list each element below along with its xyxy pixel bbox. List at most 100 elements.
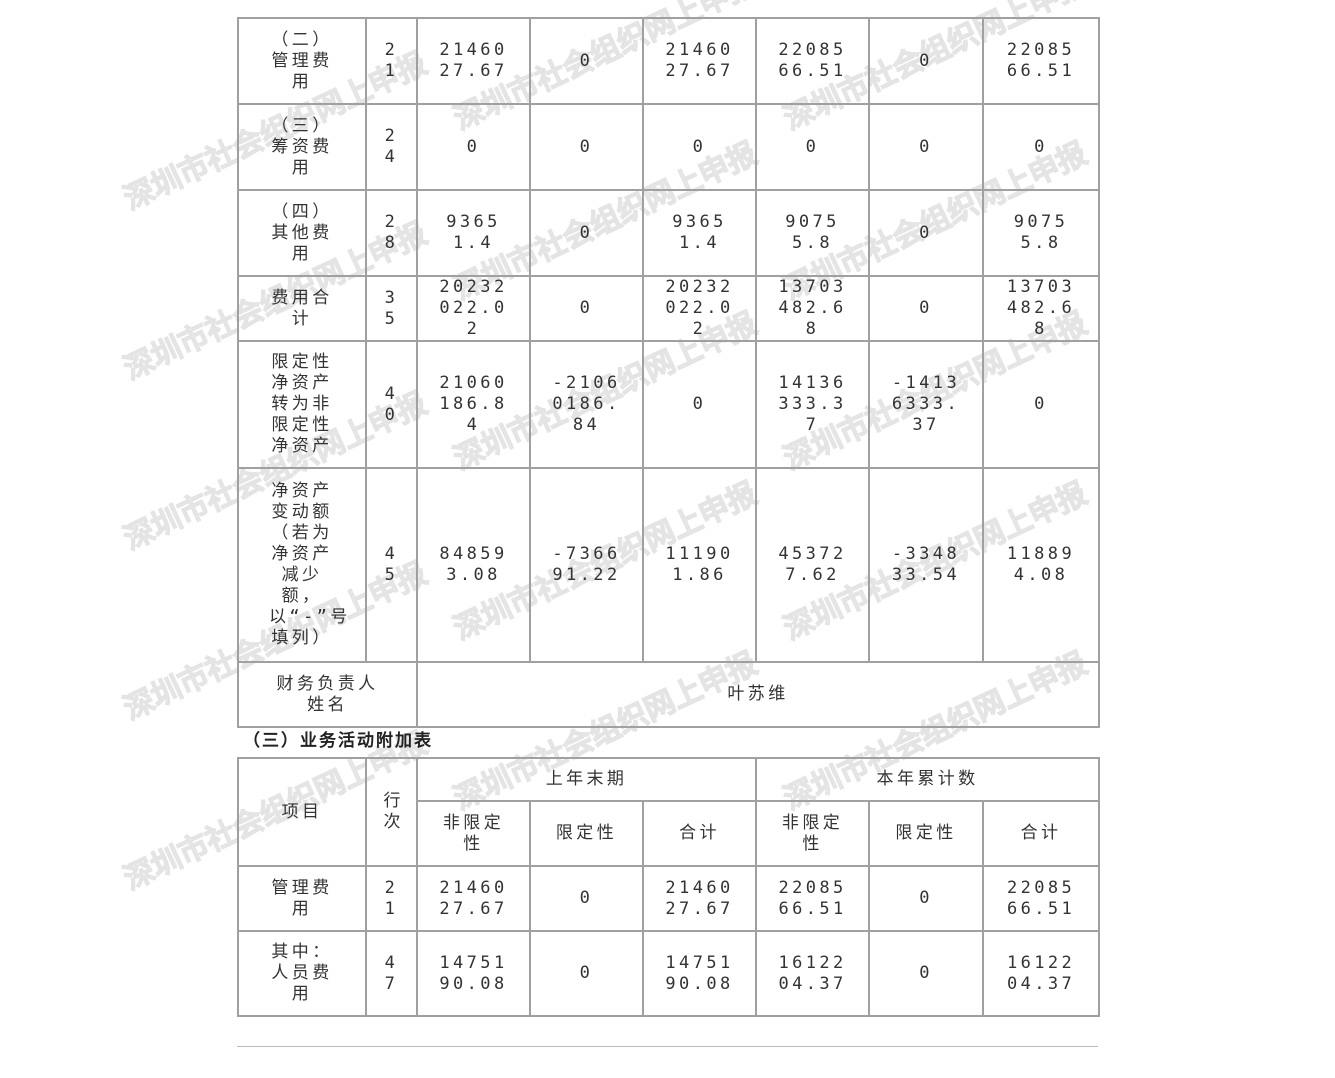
row-value: 0 (529, 17, 644, 105)
row-value-text: 90755.8 (1013, 212, 1069, 253)
row-value-text: 93651.4 (672, 212, 727, 253)
subheader-row: 非限定性 限定性 合计 非限定性 限定性 合计 (238, 800, 1101, 867)
row-value: 90755.8 (755, 189, 870, 277)
table-row: （三）筹资费用 24 0 0 0 0 0 0 (237, 103, 1100, 191)
row-line-number-text: 21 (384, 877, 399, 919)
header-item: 项目 (237, 757, 367, 867)
row-value-text: 111901.86 (665, 544, 734, 585)
row-line-number-text: 45 (384, 544, 399, 585)
subheader-cell-text: 限定性 (555, 823, 618, 843)
header-curr-period: 本年累计数 (755, 757, 1101, 802)
row-value-text: -21060186.84 (552, 373, 621, 435)
row-value-text: 2146027.67 (665, 40, 734, 81)
row-value: 2208566.51 (755, 865, 871, 932)
row-value-text: 21060186.84 (439, 373, 508, 435)
row-line-number: 28 (365, 189, 418, 277)
row-value-text: -14136333.37 (891, 373, 961, 435)
row-value-text: 0 (579, 136, 594, 157)
row-value-text: 2208566.51 (1006, 877, 1076, 919)
row-value-text: 93651.4 (446, 212, 501, 253)
row-value: 0 (529, 930, 644, 1017)
subheader-cell-text: 合计 (679, 823, 720, 843)
row-value-text: -334833.54 (891, 544, 961, 585)
subheader-cell-text: 非限定性 (442, 812, 505, 854)
row-value: 0 (868, 189, 984, 277)
row-value: 0 (642, 340, 757, 469)
row-item: 管理费用 (237, 865, 367, 932)
row-line-number-text: 47 (384, 952, 399, 994)
row-value-text: 0 (579, 222, 594, 243)
header-row: 项目 行次 上年末期 本年累计数 (237, 757, 1101, 867)
row-value: 2146027.67 (641, 865, 758, 932)
row-line-number: 45 (365, 467, 418, 663)
row-item-text: （三）筹资费用 (271, 115, 333, 178)
row-item-text: 其中：人员费用 (271, 942, 333, 1004)
row-value-text: 20232022.02 (665, 277, 734, 339)
row-item-text: （四）其他费用 (271, 201, 333, 264)
row-value: 0 (529, 275, 644, 342)
row-line-number: 47 (365, 930, 418, 1017)
row-value: -21060186.84 (529, 340, 644, 469)
row-line-number: 24 (365, 103, 418, 191)
row-item: （四）其他费用 (237, 189, 367, 277)
row-value-text: 2208566.51 (778, 40, 847, 81)
row-value-text: 0 (579, 963, 594, 983)
table-row: 管理费用 21 2146027.67 0 2146027.67 2208566.51 0 22… (237, 865, 1101, 932)
row-value: 1475190.08 (641, 930, 758, 1017)
divider (237, 1046, 1098, 1047)
row-line-number: 40 (365, 340, 418, 469)
finance-head-name-text: 叶苏维 (727, 684, 789, 704)
row-value: 93651.4 (416, 189, 531, 277)
row-value: 0 (529, 189, 644, 277)
row-value-text: 0 (919, 963, 933, 983)
row-value-text: -736691.22 (552, 544, 621, 585)
row-item: 其中：人员费用 (237, 930, 367, 1017)
row-value-text: 2208566.51 (1006, 40, 1076, 81)
income-expense-table: （二）管理费用 21 2146027.67 0 2146027.67 2208566.51… (237, 17, 1100, 728)
row-value-text: 0 (919, 136, 933, 157)
table-row: 限定性净资产转为非限定性净资产 40 21060186.84 -21060186.84… (237, 340, 1100, 469)
header-prev-period: 上年末期 (415, 757, 758, 802)
table-row: 净资产变动额（若为净资产减少额，以“-”号填列） 45 848593.08 -7366… (237, 467, 1100, 663)
row-value: 20232022.02 (642, 275, 757, 342)
row-value-text: 14136333.37 (778, 373, 847, 435)
row-item-text: 净资产变动额（若为净资产减少额，以“-”号填列） (269, 481, 351, 648)
row-value-text: 0 (579, 888, 594, 908)
business-activity-supplement-table: 项目 行次 上年末期 本年累计数 非限定性 限定性 合计 非限定性 限定性 合计 管理费用… (237, 757, 1101, 1017)
subheader-cell: 非限定性 (755, 800, 871, 867)
row-value-text: 0 (466, 136, 481, 157)
section-title: （三）业务活动附加表 (243, 731, 433, 751)
row-value: 0 (416, 103, 531, 191)
row-value: 1612204.37 (755, 930, 871, 1017)
table-row: 费用合计 35 20232022.02 0 20232022.02 13703482.68… (237, 275, 1100, 342)
row-value: 0 (868, 865, 985, 932)
table-row: （四）其他费用 28 93651.4 0 93651.4 90755.8 0 90755.8 (237, 189, 1100, 277)
row-value-text: 0 (919, 298, 933, 318)
subheader-cell: 非限定性 (416, 800, 531, 867)
row-line-number-text: 28 (384, 212, 399, 253)
header-item-text: 项目 (281, 801, 323, 822)
row-value: -736691.22 (529, 467, 644, 663)
row-value: 0 (529, 865, 644, 932)
row-value: 90755.8 (982, 189, 1100, 277)
row-value: 0 (529, 103, 644, 191)
row-line-number-text: 24 (384, 126, 399, 167)
row-value: 2146027.67 (416, 17, 531, 105)
row-item: 费用合计 (237, 275, 367, 342)
row-value: 0 (868, 103, 984, 191)
row-value-text: 1612204.37 (778, 952, 847, 994)
row-value-text: 0 (1034, 136, 1048, 157)
row-value-text: 2146027.67 (439, 40, 508, 81)
row-item-text: 费用合计 (271, 287, 333, 329)
row-value: 0 (868, 275, 984, 342)
row-value-text: 13703482.68 (1006, 277, 1076, 339)
row-value-text: 0 (579, 50, 594, 71)
row-item: 净资产变动额（若为净资产减少额，以“-”号填列） (237, 467, 367, 663)
row-value: 21060186.84 (416, 340, 531, 469)
row-value: 0 (982, 103, 1100, 191)
subheader-cell-text: 限定性 (895, 823, 957, 843)
table-row: （二）管理费用 21 2146027.67 0 2146027.67 2208566.51… (237, 17, 1100, 105)
row-value: -334833.54 (868, 467, 984, 663)
subheader-cell: 合计 (641, 800, 758, 867)
row-value-text: 2146027.67 (665, 877, 734, 919)
